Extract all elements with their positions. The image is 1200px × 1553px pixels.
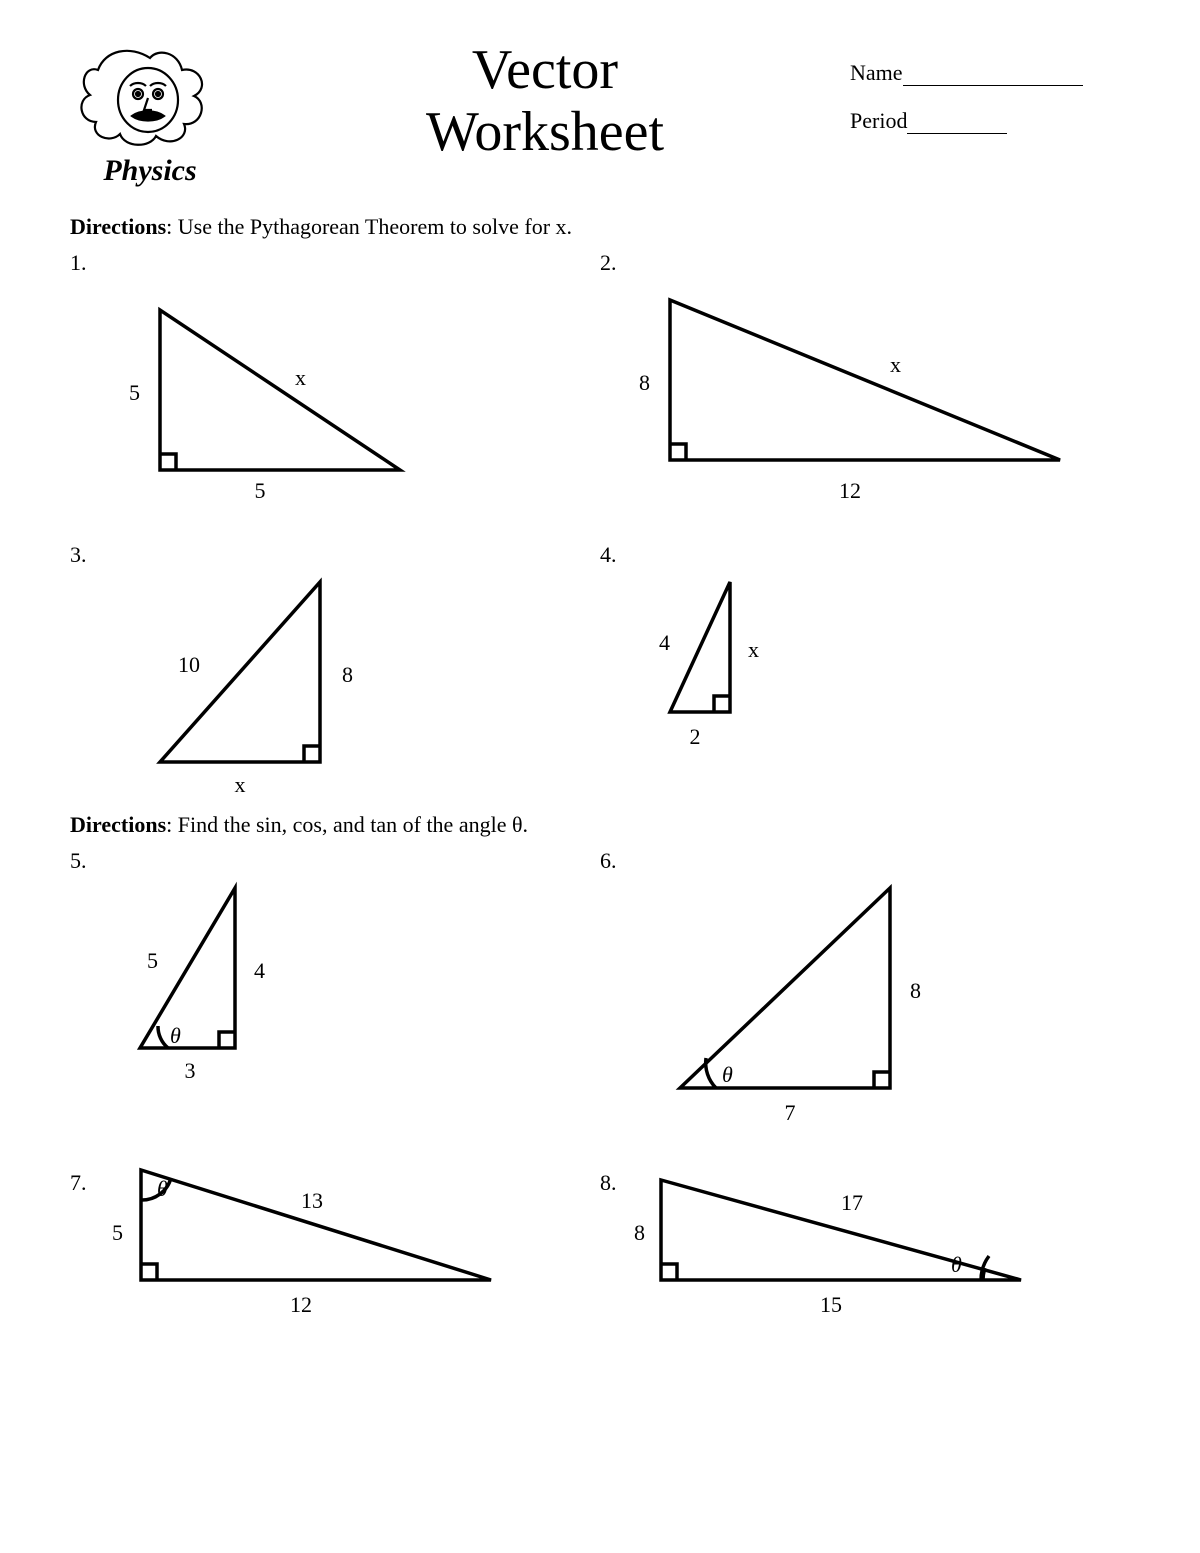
name-period-column: Name Period	[850, 40, 1130, 156]
name-label: Name	[850, 60, 903, 85]
row-q1-q2: 1. 5 5 x 2. 8 12 x	[70, 244, 1130, 526]
directions-2-label: Directions	[70, 812, 166, 837]
q4-side-base: 2	[690, 724, 701, 749]
period-label: Period	[850, 108, 907, 133]
q8-side-base: 15	[820, 1292, 842, 1317]
cell-q1: 1. 5 5 x	[70, 244, 600, 526]
triangle-q7: θ 5 13 12	[91, 1160, 531, 1340]
name-field-row: Name	[850, 60, 1130, 86]
cell-q3: 3. 10 8 x	[70, 536, 600, 808]
header: Physics Vector Worksheet Name Period	[70, 40, 1130, 200]
q5-side-vertical: 4	[254, 958, 265, 983]
einstein-logo-icon: Physics	[70, 40, 230, 200]
q7-number: 7.	[70, 1170, 87, 1196]
q6-angle: θ	[722, 1062, 733, 1087]
cell-q5: 5. 5 4 3 θ	[70, 842, 600, 1144]
directions-1: Directions: Use the Pythagorean Theorem …	[70, 214, 1130, 240]
q8-side-vertical: 8	[634, 1220, 645, 1245]
q5-hypotenuse: 5	[147, 948, 158, 973]
cell-q2: 2. 8 12 x	[600, 244, 1130, 526]
row-q7-q8: 7. θ 5 13 12 8.	[70, 1154, 1130, 1346]
q4-hypotenuse: 4	[659, 630, 670, 655]
triangle-q4: 4 x 2	[600, 572, 900, 772]
q5-number: 5.	[70, 848, 600, 874]
logo-column: Physics	[70, 40, 240, 200]
q2-number: 2.	[600, 250, 1130, 276]
q3-side-base: x	[235, 772, 246, 797]
triangle-q6: 8 7 θ	[600, 878, 1000, 1138]
q1-side-base: 5	[255, 478, 266, 503]
q5-angle: θ	[170, 1023, 181, 1048]
triangle-q2: 8 12 x	[600, 280, 1100, 520]
period-input-line[interactable]	[907, 133, 1007, 134]
logo-text: Physics	[102, 154, 196, 187]
worksheet-page: Physics Vector Worksheet Name Period Dir…	[0, 0, 1200, 1406]
q7-side-base: 12	[290, 1292, 312, 1317]
q8-hypotenuse: 17	[841, 1190, 863, 1215]
q3-side-vertical: 8	[342, 662, 353, 687]
name-input-line[interactable]	[903, 85, 1083, 86]
page-title: Vector Worksheet	[240, 40, 850, 163]
q6-number: 6.	[600, 848, 1130, 874]
triangle-q1: 5 5 x	[70, 280, 490, 510]
q7-side-vertical: 5	[112, 1220, 123, 1245]
triangle-q3: 10 8 x	[70, 572, 450, 802]
q5-side-base: 3	[185, 1058, 196, 1083]
directions-1-label: Directions	[70, 214, 166, 239]
q1-side-vertical: 5	[129, 380, 140, 405]
q3-hypotenuse: 10	[178, 652, 200, 677]
cell-q8: 8. 8 17 θ 15	[600, 1154, 1130, 1346]
q6-side-vertical: 8	[910, 978, 921, 1003]
q2-hypotenuse: x	[890, 352, 901, 377]
cell-q4: 4. 4 x 2	[600, 536, 1130, 808]
q2-side-base: 12	[839, 478, 861, 503]
q2-side-vertical: 8	[639, 370, 650, 395]
title-column: Vector Worksheet	[240, 40, 850, 163]
title-line-2: Worksheet	[426, 101, 664, 163]
title-line-1: Vector	[472, 39, 618, 101]
period-field-row: Period	[850, 108, 1130, 134]
q8-angle: θ	[951, 1252, 962, 1277]
q4-number: 4.	[600, 542, 1130, 568]
directions-2: Directions: Find the sin, cos, and tan o…	[70, 812, 1130, 838]
q6-side-base: 7	[785, 1100, 796, 1125]
row-q5-q6: 5. 5 4 3 θ 6. 8	[70, 842, 1130, 1144]
q7-angle: θ	[157, 1176, 168, 1201]
directions-1-text: : Use the Pythagorean Theorem to solve f…	[166, 214, 572, 239]
cell-q6: 6. 8 7 θ	[600, 842, 1130, 1144]
triangle-q5: 5 4 3 θ	[70, 878, 370, 1098]
q4-side-vertical: x	[748, 637, 759, 662]
cell-q7: 7. θ 5 13 12	[70, 1154, 600, 1346]
q1-number: 1.	[70, 250, 600, 276]
row-q3-q4: 3. 10 8 x 4. 4 x 2	[70, 536, 1130, 808]
directions-2-text: : Find the sin, cos, and tan of the angl…	[166, 812, 528, 837]
q1-hypotenuse: x	[295, 365, 306, 390]
q3-number: 3.	[70, 542, 600, 568]
q7-hypotenuse: 13	[301, 1188, 323, 1213]
triangle-q8: 8 17 θ 15	[621, 1160, 1061, 1340]
q8-number: 8.	[600, 1170, 617, 1196]
